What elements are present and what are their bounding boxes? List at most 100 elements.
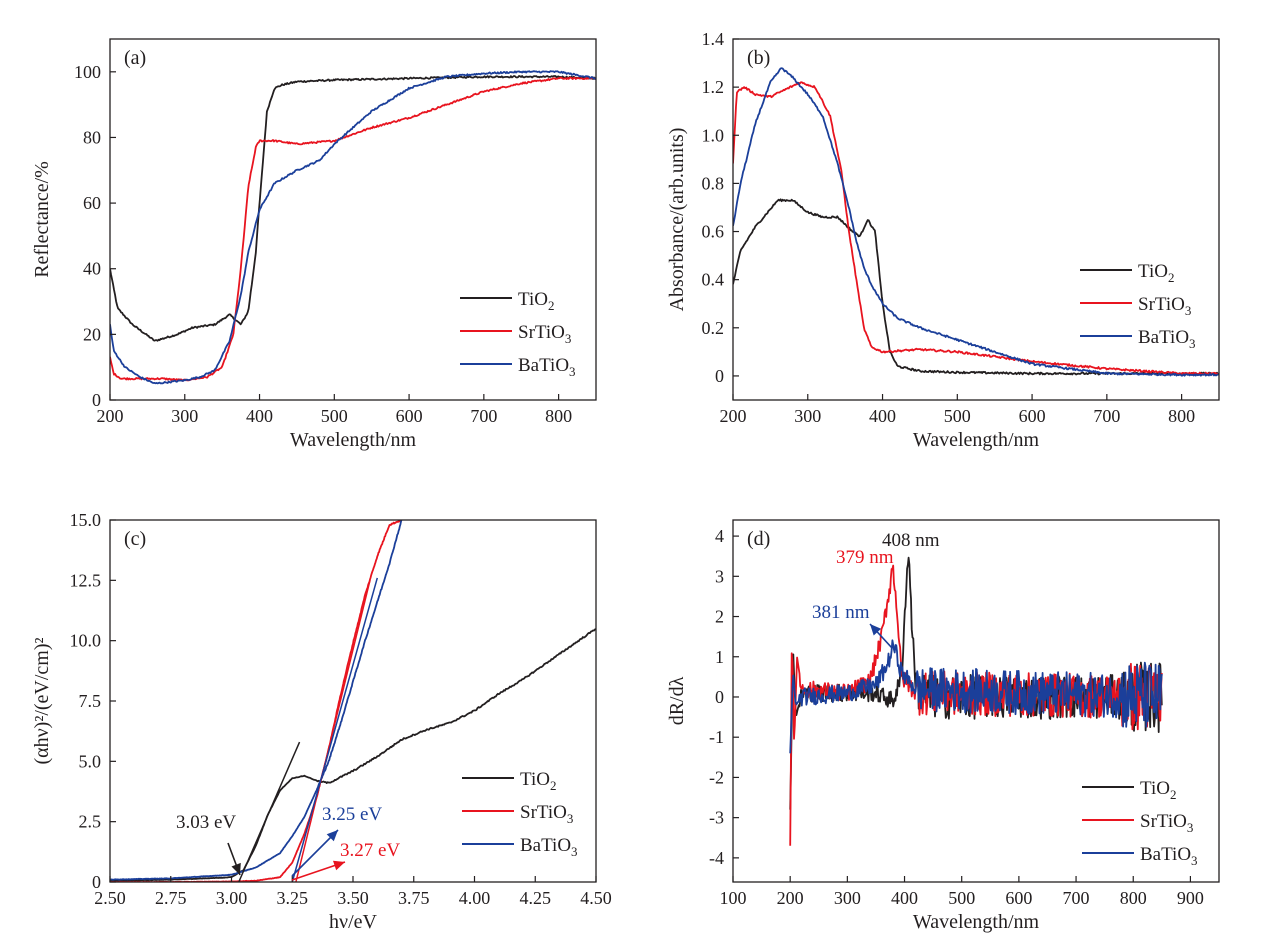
y-tick-label: 15.0: [70, 510, 102, 530]
y-tick-label: -4: [709, 848, 724, 868]
x-tick-label: 500: [321, 406, 348, 426]
x-tick-label: 300: [834, 888, 861, 908]
series-line-BaTiO3: [110, 520, 403, 881]
legend-entry-text: BaTiO: [520, 835, 571, 856]
x-tick-label: 200: [777, 888, 804, 908]
annotation-label: 3.25 eV: [322, 804, 382, 825]
panel-label: (c): [124, 528, 146, 550]
legend-entry-subscript: 3: [571, 844, 578, 859]
annotation-label: 3.27 eV: [340, 840, 400, 861]
y-tick-label: 60: [83, 193, 101, 213]
series-line-TiO2: [733, 198, 1219, 376]
plot-frame: [732, 519, 1220, 883]
x-tick-label: 500: [944, 406, 971, 426]
arrow-head: [326, 830, 338, 842]
x-tick-label: 200: [97, 406, 124, 426]
y-tick-label: 1: [715, 647, 724, 667]
legend-entry: TiO2: [1140, 778, 1176, 802]
y-tick-label: 7.5: [79, 691, 102, 711]
chart-panel-1: 200 300 400 500 600 700 800 0 0.2 0.4 0.6 0.8 1.0 1.2…: [666, 29, 1220, 451]
legend-entry: SrTiO3: [1140, 811, 1193, 835]
x-axis-label: Wavelength/nm: [290, 429, 417, 451]
y-tick-label: -3: [709, 808, 724, 828]
y-tick-label: 0: [715, 687, 724, 707]
x-tick-label: 300: [794, 406, 821, 426]
legend-entry-text: SrTiO: [518, 322, 565, 343]
x-axis-label: Wavelength/nm: [913, 429, 1040, 451]
legend-entry: BaTiO3: [1138, 327, 1196, 351]
legend-entry-subscript: 3: [567, 811, 574, 826]
legend-entry-text: BaTiO: [518, 355, 569, 376]
annotation-arrow: [291, 829, 339, 877]
legend-entry-subscript: 2: [1170, 787, 1177, 802]
annotation-label: 381 nm: [812, 602, 870, 623]
legend-entry-text: BaTiO: [1140, 844, 1191, 865]
x-tick-label: 900: [1177, 888, 1204, 908]
tangent-line-srtio3: [295, 580, 371, 883]
legend-entry-subscript: 3: [1191, 853, 1198, 868]
x-tick-label: 3.50: [337, 888, 369, 908]
legend-entry-subscript: 3: [1185, 303, 1192, 318]
panel-label: (d): [747, 528, 770, 550]
y-axis-label: (αhν)²/(eV/cm)²: [31, 637, 53, 764]
x-tick-label: 800: [545, 406, 572, 426]
y-tick-label: 0.2: [702, 318, 725, 338]
series-line-TiO2: [110, 75, 596, 342]
x-tick-label: 700: [470, 406, 497, 426]
y-axis-label: dR/dλ: [666, 676, 688, 725]
chart-panel-0: 200 300 400 500 600 700 800 0 20 40 60 80 100 (a) Wave…: [31, 38, 597, 451]
x-tick-label: 400: [869, 406, 896, 426]
plot-frame: [109, 38, 597, 401]
y-tick-label: 40: [83, 259, 101, 279]
x-tick-label: 4.50: [580, 888, 612, 908]
y-tick-label: 20: [83, 324, 101, 344]
legend-entry-subscript: 3: [569, 364, 576, 379]
y-axis-label: Absorbance/(arb.units): [666, 128, 688, 312]
y-tick-label: 0.8: [702, 173, 725, 193]
y-tick-label: 0: [715, 366, 724, 386]
x-tick-label: 300: [171, 406, 198, 426]
x-tick-label: 700: [1093, 406, 1120, 426]
series-line-BaTiO3: [110, 70, 596, 385]
x-tick-label: 400: [246, 406, 273, 426]
y-tick-label: 0.4: [702, 270, 725, 290]
panel-label: (b): [747, 47, 770, 69]
legend-entry-subscript: 3: [1187, 820, 1194, 835]
y-tick-label: 10.0: [70, 631, 102, 651]
y-tick-label: -1: [709, 727, 724, 747]
x-tick-label: 200: [720, 406, 747, 426]
legend-entry: SrTiO3: [520, 802, 573, 826]
legend-entry-subscript: 3: [565, 331, 572, 346]
y-axis-label: Reflectance/%: [31, 161, 53, 278]
annotation-label: 379 nm: [836, 547, 894, 568]
x-tick-label: 800: [1120, 888, 1147, 908]
y-tick-label: 1.0: [702, 125, 725, 145]
y-tick-label: 4: [715, 526, 724, 546]
arrow-head: [870, 624, 882, 636]
x-tick-label: 600: [1005, 888, 1032, 908]
series-group: [733, 67, 1219, 377]
x-tick-label: 700: [1063, 888, 1090, 908]
tangent-line-batio3: [291, 577, 379, 883]
annotation-label: 408 nm: [882, 530, 940, 551]
legend-entry-text: TiO: [520, 769, 550, 790]
y-tick-label: 2: [715, 607, 724, 627]
x-tick-label: 3.75: [398, 888, 430, 908]
x-tick-label: 600: [1019, 406, 1046, 426]
x-axis-label: hν/eV: [329, 911, 377, 933]
y-tick-label: 80: [83, 127, 101, 147]
legend-entry: BaTiO3: [520, 835, 578, 859]
legend-entry-subscript: 2: [550, 778, 557, 793]
x-tick-label: 4.00: [459, 888, 491, 908]
legend-entry: TiO2: [518, 289, 554, 313]
annotation-arrow: [869, 623, 893, 649]
legend-entry: TiO2: [1138, 261, 1174, 285]
x-tick-label: 2.50: [94, 888, 126, 908]
legend-entry-text: BaTiO: [1138, 327, 1189, 348]
y-tick-label: 100: [74, 62, 101, 82]
x-tick-label: 2.75: [155, 888, 187, 908]
